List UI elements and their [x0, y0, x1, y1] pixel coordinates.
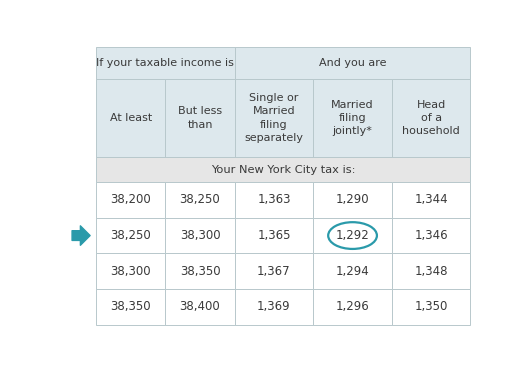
Text: 1,363: 1,363 — [257, 194, 291, 206]
Bar — [392, 254, 470, 289]
Text: Your New York City tax is:: Your New York City tax is: — [211, 164, 355, 174]
Bar — [165, 289, 235, 325]
Text: Single or
Married
filing
separately: Single or Married filing separately — [245, 93, 303, 143]
Bar — [96, 289, 165, 325]
FancyArrowPatch shape — [72, 226, 90, 245]
Bar — [392, 182, 470, 218]
Text: 38,250: 38,250 — [110, 229, 151, 242]
Bar — [235, 47, 470, 79]
Bar — [235, 254, 313, 289]
Bar — [313, 182, 392, 218]
Bar — [165, 218, 235, 254]
Text: 38,250: 38,250 — [180, 194, 220, 206]
Text: And you are: And you are — [319, 58, 386, 68]
Bar — [96, 218, 165, 254]
Text: 38,300: 38,300 — [180, 229, 220, 242]
Bar — [96, 182, 165, 218]
Bar — [313, 79, 392, 157]
Bar — [165, 254, 235, 289]
Text: 1,367: 1,367 — [257, 265, 291, 278]
Text: 1,365: 1,365 — [257, 229, 291, 242]
Bar — [235, 79, 313, 157]
Text: 1,348: 1,348 — [414, 265, 448, 278]
Text: Married
filing
jointly*: Married filing jointly* — [331, 100, 374, 136]
Bar — [96, 47, 235, 79]
Text: 38,400: 38,400 — [180, 300, 220, 314]
Bar — [313, 289, 392, 325]
Bar — [235, 182, 313, 218]
Text: 1,350: 1,350 — [414, 300, 448, 314]
Text: 38,350: 38,350 — [180, 265, 220, 278]
Text: 1,292: 1,292 — [335, 229, 370, 242]
Text: 1,369: 1,369 — [257, 300, 291, 314]
Bar — [313, 254, 392, 289]
Text: But less
than: But less than — [178, 106, 222, 130]
Text: 1,290: 1,290 — [336, 194, 370, 206]
Bar — [96, 254, 165, 289]
Text: 1,294: 1,294 — [335, 265, 370, 278]
Bar — [392, 218, 470, 254]
Bar — [165, 182, 235, 218]
Bar — [165, 79, 235, 157]
Text: If your taxable income is: If your taxable income is — [97, 58, 234, 68]
Bar — [313, 218, 392, 254]
Bar — [235, 289, 313, 325]
Text: Head
of a
household: Head of a household — [402, 100, 460, 136]
Text: 1,296: 1,296 — [335, 300, 370, 314]
Text: 38,300: 38,300 — [110, 265, 151, 278]
Bar — [96, 79, 165, 157]
Bar — [235, 218, 313, 254]
Bar — [392, 79, 470, 157]
Text: 38,200: 38,200 — [110, 194, 151, 206]
Text: At least: At least — [110, 113, 152, 123]
Bar — [96, 157, 470, 182]
Text: 1,346: 1,346 — [414, 229, 448, 242]
Text: 38,350: 38,350 — [110, 300, 151, 314]
Bar — [392, 289, 470, 325]
Text: 1,344: 1,344 — [414, 194, 448, 206]
